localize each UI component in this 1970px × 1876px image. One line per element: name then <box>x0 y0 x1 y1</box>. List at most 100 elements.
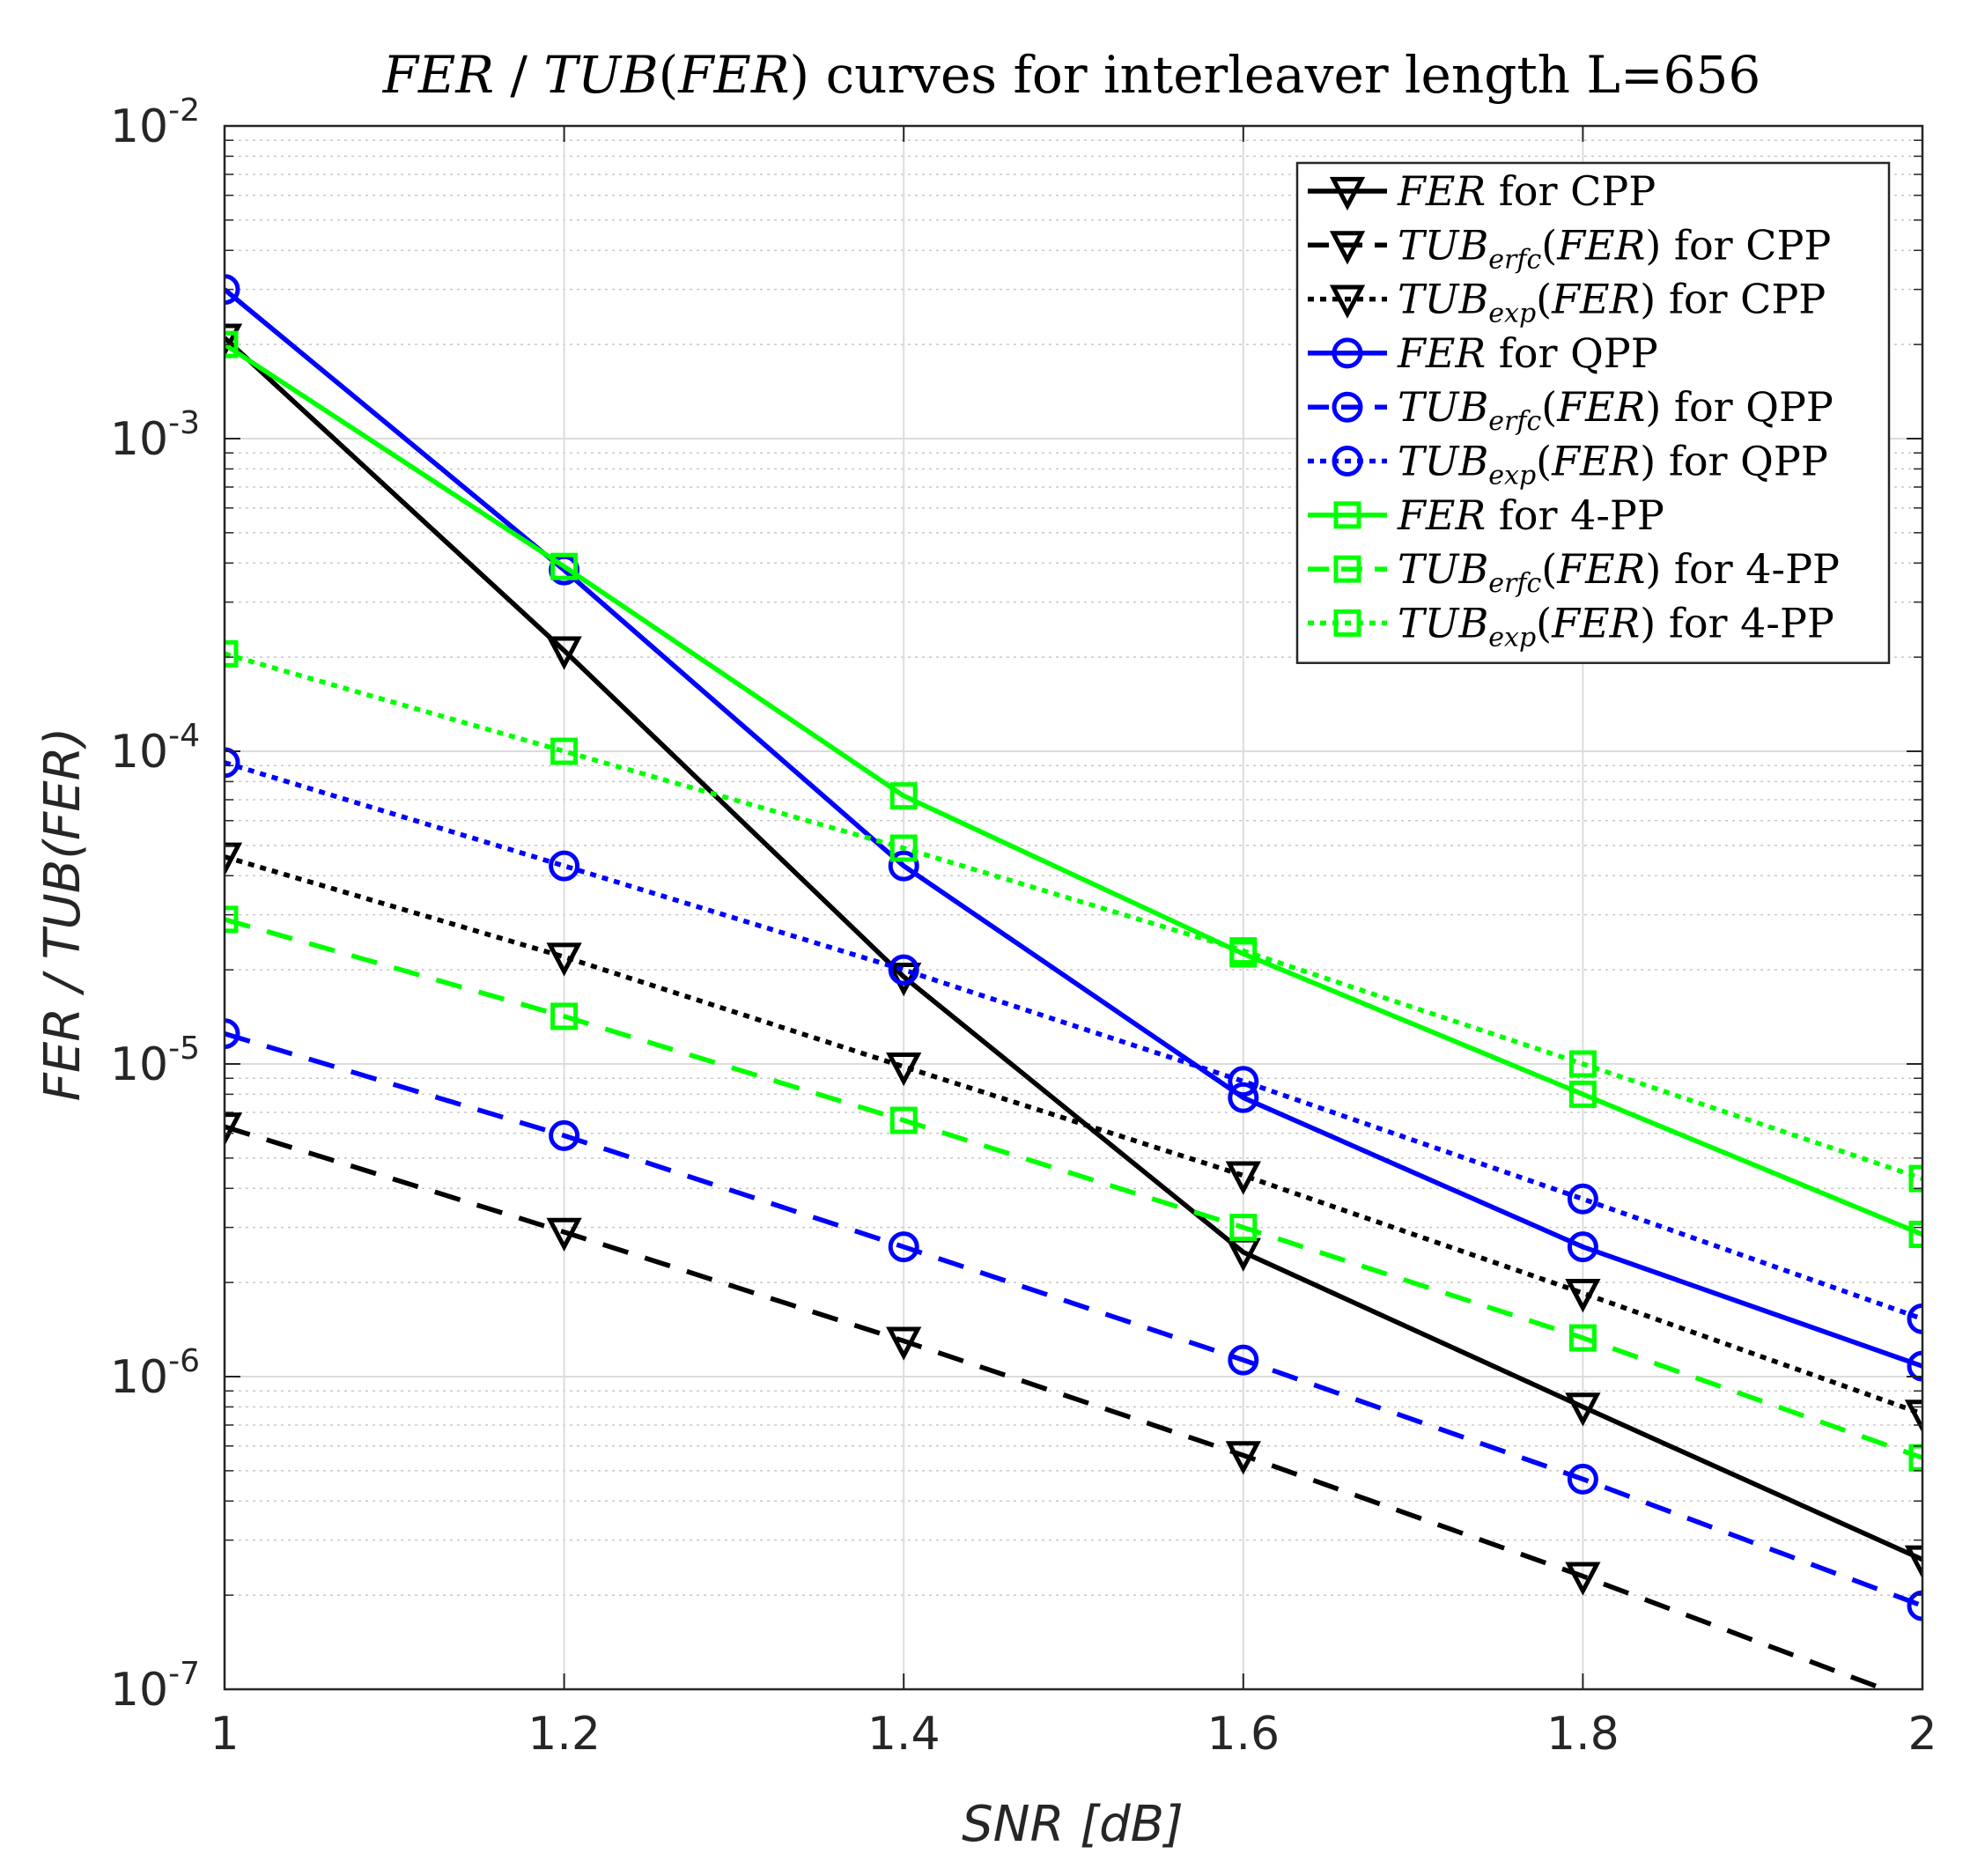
point-marker-tub-erfc-qpp <box>1567 1463 1598 1495</box>
series-tub-erfc-qpp <box>225 1018 1922 1621</box>
point-marker-fer-qpp <box>225 274 240 306</box>
legend-marker-tub-erfc-cpp <box>1329 231 1366 265</box>
legend-label-tub-exp-qpp: TUBexp(FER) for QPP <box>1398 438 1828 491</box>
legend-label-tub-erfc-cpp: TUBerfc(FER) for CPP <box>1398 221 1831 275</box>
point-marker-fer-cpp <box>886 962 922 997</box>
point-marker-tub-erfc-4pp <box>225 905 239 934</box>
legend-item-tub-erfc-qpp: TUBerfc(FER) for QPP <box>1308 383 1834 437</box>
legend-item-tub-exp-cpp: TUBexp(FER) for CPP <box>1308 276 1826 329</box>
point-marker-fer-4pp <box>225 330 239 358</box>
series-tub-erfc-4pp <box>225 905 1922 1472</box>
y-tick-label: 10-6 <box>110 1343 200 1404</box>
series-line-tub-exp-cpp <box>225 854 1922 1416</box>
y-tick-label: 10-5 <box>110 1030 200 1091</box>
point-marker-tub-exp-cpp <box>1565 1279 1601 1313</box>
legend-label-fer-4pp: FER for 4-PP <box>1397 491 1664 539</box>
point-marker-tub-erfc-qpp <box>1228 1344 1259 1376</box>
series-line-tub-erfc-qpp <box>225 1030 1922 1608</box>
legend-marker-tub-exp-4pp <box>1333 609 1361 637</box>
series-tub-erfc-cpp <box>225 1112 1892 1689</box>
legend-box <box>1295 161 1891 664</box>
series-line-tub-exp-qpp <box>225 760 1922 1322</box>
x-tick-label: 1.2 <box>528 1708 601 1761</box>
series-line-fer-cpp <box>225 336 1922 1562</box>
legend-item-fer-qpp: FER for QPP <box>1308 329 1658 377</box>
y-tick-label: 10-3 <box>110 405 200 466</box>
title-part-paren-close: ) <box>790 45 810 105</box>
x-axis-label: SNR [dB] <box>962 1796 1184 1853</box>
series-tub-exp-cpp <box>225 842 1922 1434</box>
point-marker-tub-erfc-4pp <box>1229 1214 1258 1242</box>
point-marker-tub-erfc-cpp <box>225 1112 243 1147</box>
legend-marker-fer-cpp <box>1329 176 1366 211</box>
point-marker-fer-cpp <box>546 636 582 670</box>
point-marker-fer-qpp <box>1907 1350 1922 1382</box>
x-tick-label: 1.4 <box>867 1708 941 1761</box>
legend-label-fer-qpp: FER for QPP <box>1397 329 1658 377</box>
legend-label-tub-erfc-4pp: TUBerfc(FER) for 4-PP <box>1398 545 1840 599</box>
point-marker-tub-exp-4pp <box>225 639 239 668</box>
point-marker-tub-erfc-4pp <box>550 1002 579 1030</box>
chart-title: FER / TUB(FER) curves for interleaver le… <box>382 45 1761 105</box>
point-marker-tub-erfc-qpp <box>1907 1590 1922 1621</box>
point-marker-tub-exp-cpp <box>1225 1161 1261 1195</box>
series-line-tub-erfc-cpp <box>225 1124 1892 1689</box>
legend-marker-tub-exp-qpp <box>1332 446 1363 476</box>
series-line-tub-erfc-4pp <box>225 917 1922 1460</box>
legend-marker-tub-erfc-4pp <box>1333 555 1361 583</box>
point-marker-fer-cpp <box>225 323 243 358</box>
y-tick-label: 10-7 <box>110 1656 200 1717</box>
point-marker-tub-exp-4pp <box>550 737 579 765</box>
point-marker-tub-exp-qpp <box>888 954 919 986</box>
legend-item-tub-erfc-4pp: TUBerfc(FER) for 4-PP <box>1308 545 1840 599</box>
point-marker-tub-erfc-qpp <box>549 1119 580 1151</box>
series-tub-exp-4pp <box>225 639 1922 1193</box>
series-tub-exp-qpp <box>225 747 1922 1334</box>
point-marker-tub-exp-4pp <box>889 834 918 862</box>
legend-item-tub-erfc-cpp: TUBerfc(FER) for CPP <box>1308 221 1831 275</box>
legend-label-fer-cpp: FER for CPP <box>1397 167 1656 215</box>
point-marker-fer-qpp <box>1228 1082 1259 1113</box>
point-marker-tub-erfc-4pp <box>889 1106 918 1134</box>
title-part-fer: FER <box>382 45 494 105</box>
point-marker-tub-exp-cpp <box>225 842 243 876</box>
point-marker-fer-cpp <box>1565 1392 1601 1427</box>
point-marker-fer-4pp <box>550 552 579 580</box>
series-line-fer-qpp <box>225 287 1922 1369</box>
point-marker-tub-exp-cpp <box>886 1052 922 1087</box>
point-marker-tub-erfc-4pp <box>1908 1444 1922 1472</box>
point-marker-tub-exp-cpp <box>1904 1400 1922 1434</box>
point-marker-tub-erfc-qpp <box>225 1018 240 1050</box>
x-tick-label: 1.6 <box>1206 1708 1280 1761</box>
point-marker-tub-erfc-qpp <box>888 1231 919 1263</box>
point-marker-tub-erfc-cpp <box>546 1217 582 1252</box>
x-tick-label: 1.8 <box>1546 1708 1620 1761</box>
y-tick-label: 10-4 <box>110 718 200 779</box>
legend-marker-fer-qpp <box>1332 337 1363 369</box>
y-tick-label: 10-2 <box>110 92 200 153</box>
point-marker-tub-exp-4pp <box>1229 937 1258 965</box>
point-marker-tub-erfc-cpp <box>886 1326 922 1361</box>
legend-marker-tub-exp-cpp <box>1329 284 1366 319</box>
point-marker-tub-exp-4pp <box>1568 1050 1597 1078</box>
legend-item-fer-cpp: FER for CPP <box>1308 167 1656 215</box>
point-marker-tub-exp-qpp <box>1567 1183 1598 1215</box>
axes-box <box>223 124 1924 1691</box>
title-part-fer-inner: FER <box>677 45 789 105</box>
point-marker-fer-4pp <box>1568 1080 1597 1108</box>
legend-label-tub-exp-cpp: TUBexp(FER) for CPP <box>1398 276 1826 329</box>
legend-label-tub-exp-4pp: TUBexp(FER) for 4-PP <box>1398 599 1834 653</box>
series-fer-4pp <box>225 330 1922 1249</box>
series-fer-cpp <box>225 323 1922 1579</box>
point-marker-tub-exp-4pp <box>1908 1164 1922 1193</box>
x-tick-label: 1 <box>210 1708 239 1761</box>
series-layer <box>225 274 1922 1689</box>
legend-item-tub-exp-qpp: TUBexp(FER) for QPP <box>1308 438 1828 491</box>
legend-marker-fer-4pp <box>1333 501 1361 529</box>
point-marker-tub-exp-qpp <box>1228 1066 1259 1097</box>
point-marker-fer-cpp <box>1904 1545 1922 1579</box>
point-marker-fer-qpp <box>888 850 919 882</box>
title-part-paren-open: ( <box>659 45 679 105</box>
